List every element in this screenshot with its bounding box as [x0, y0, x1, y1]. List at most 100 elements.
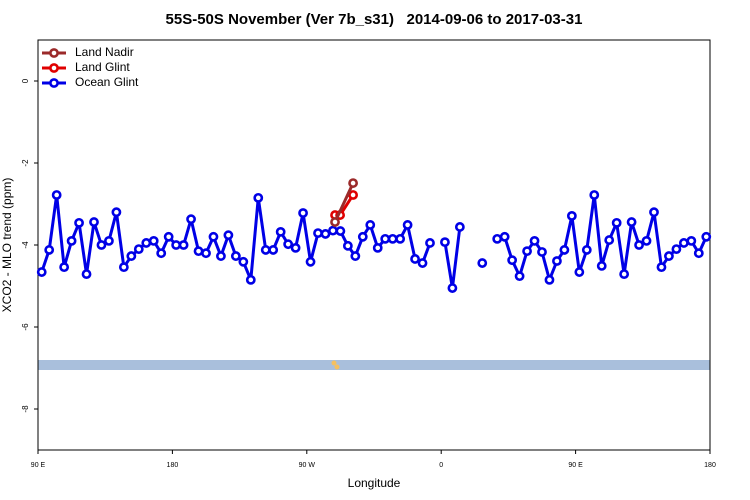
coverage-dot [334, 364, 340, 370]
point [126, 251, 137, 261]
coverage-band [38, 360, 710, 370]
y-tick-label: -6 [21, 323, 30, 331]
point [320, 229, 331, 239]
point [89, 217, 99, 227]
point [380, 233, 391, 244]
point [574, 267, 585, 277]
point [335, 226, 346, 236]
point [238, 256, 249, 267]
point [245, 274, 256, 285]
point [104, 235, 114, 246]
point [111, 207, 122, 218]
point [596, 261, 607, 271]
point [290, 242, 301, 253]
y-tick-label: -8 [21, 405, 30, 413]
y-tick-label: -2 [21, 159, 30, 167]
legend-label: Land Nadir [75, 45, 134, 59]
point [686, 235, 697, 246]
x-tick-label: 90 E [31, 462, 46, 469]
point [477, 258, 488, 268]
point [522, 246, 532, 257]
point [313, 228, 323, 239]
point [260, 245, 271, 255]
point [328, 225, 338, 236]
point [634, 240, 644, 250]
point [559, 245, 570, 255]
point [186, 214, 196, 225]
series-line [333, 182, 355, 223]
point [417, 258, 428, 268]
point [81, 269, 92, 280]
chart-title: 55S-50S November (Ver 7b_s31) 2014-09-06… [166, 11, 583, 28]
point [51, 190, 62, 200]
point [566, 210, 577, 221]
point [514, 271, 525, 282]
point [604, 235, 615, 245]
x-tick-label: 90 E [568, 462, 583, 469]
point [678, 238, 689, 248]
legend-marker [49, 48, 59, 58]
point [133, 244, 144, 254]
point [275, 226, 286, 237]
point [544, 274, 555, 285]
point [163, 231, 174, 242]
point [36, 267, 47, 277]
point [74, 217, 84, 228]
point [589, 190, 600, 200]
point [581, 245, 592, 255]
point [410, 254, 420, 264]
point [492, 233, 503, 244]
point [348, 190, 358, 200]
point [357, 231, 368, 242]
point [178, 240, 189, 250]
point [447, 283, 458, 293]
coverage-dot [331, 360, 337, 366]
point [268, 245, 279, 255]
point [96, 240, 107, 250]
point [44, 245, 55, 255]
legend-marker [49, 78, 59, 88]
point [537, 247, 547, 257]
legend-label: Land Glint [75, 60, 130, 74]
point [208, 231, 219, 242]
point [330, 217, 340, 227]
point [148, 235, 159, 246]
point [454, 222, 465, 232]
y-axis-label: XCO2 - MLO trend (ppm) [0, 178, 14, 313]
point [141, 238, 152, 248]
point [305, 256, 316, 267]
point [641, 235, 652, 246]
x-tick-label: 90 W [299, 462, 316, 469]
point [298, 208, 308, 218]
point [529, 235, 540, 246]
x-tick-label: 180 [167, 462, 179, 469]
point [619, 269, 630, 280]
point [626, 217, 637, 227]
point [216, 251, 226, 261]
point [372, 242, 383, 253]
x-tick-label: 180 [704, 462, 716, 469]
point [395, 233, 406, 244]
point [701, 231, 712, 242]
point [342, 240, 353, 251]
point [365, 220, 376, 230]
legend-marker [49, 63, 59, 73]
point [656, 262, 667, 273]
y-tick-label: 0 [21, 78, 30, 83]
point [171, 240, 182, 250]
point [118, 262, 129, 273]
point [348, 178, 358, 188]
point [552, 256, 562, 266]
point [230, 251, 241, 261]
point [283, 239, 294, 250]
point [387, 233, 398, 244]
point [664, 251, 674, 261]
point [671, 244, 682, 254]
point [193, 246, 204, 257]
x-tick-label: 0 [439, 462, 443, 469]
legend-label: Ocean Glint [75, 75, 139, 89]
point [499, 231, 510, 242]
point [611, 217, 622, 228]
point [253, 192, 264, 203]
x-axis-label: Longitude [348, 476, 401, 490]
